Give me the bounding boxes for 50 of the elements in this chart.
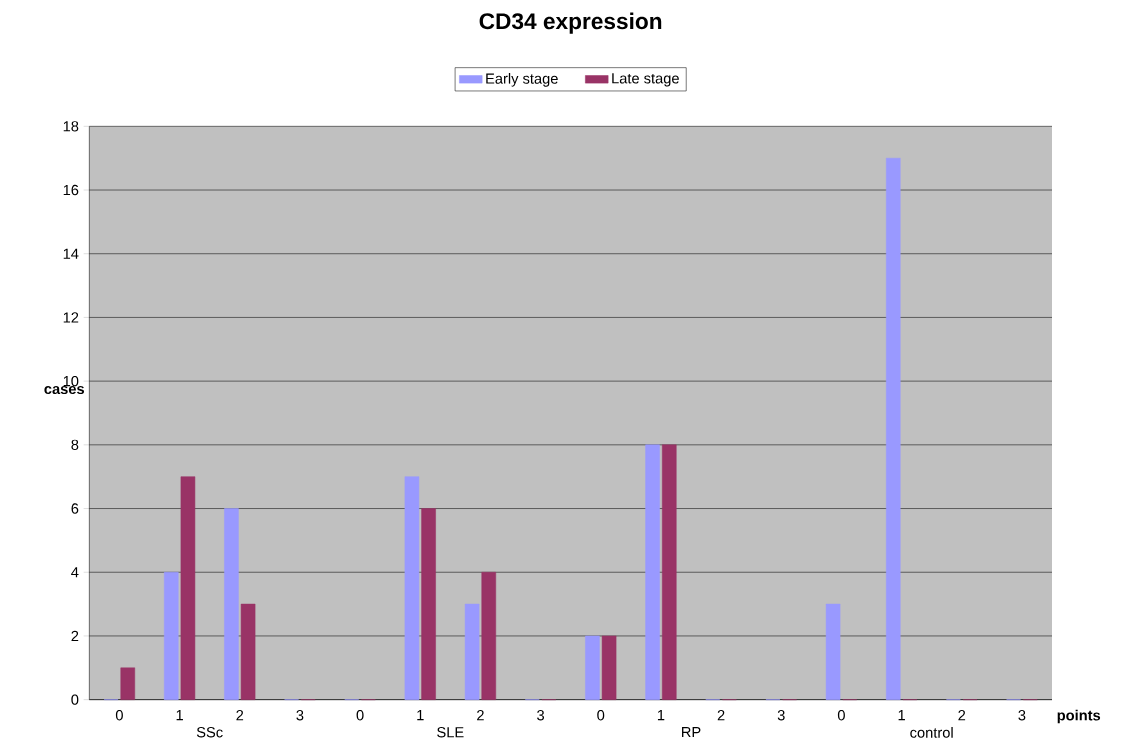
- bar: [661, 444, 677, 700]
- y-tick-label: 8: [71, 439, 79, 451]
- bar: [825, 603, 841, 700]
- bar: [404, 476, 420, 700]
- bar: [163, 571, 179, 700]
- y-tick-label: 14: [63, 248, 79, 259]
- bar: [645, 444, 660, 700]
- x-tick-label: 2: [236, 710, 244, 721]
- bar: [585, 635, 600, 700]
- bar: [481, 571, 497, 700]
- y-tick-label: 6: [71, 503, 79, 514]
- x-tick-label: 0: [356, 710, 364, 721]
- text: RP: [682, 727, 701, 738]
- y-tick-label: 12: [63, 312, 79, 323]
- x-tick-label: 1: [657, 710, 665, 721]
- bar: [120, 667, 136, 700]
- x-tick-label: 3: [1018, 710, 1026, 721]
- bar: [601, 635, 617, 700]
- y-tick-label: 10: [63, 375, 79, 387]
- x-axis-title: points: [1057, 709, 1101, 724]
- x-tick-label: 2: [717, 710, 725, 721]
- y-axis-title: cases: [44, 386, 85, 395]
- bar: [421, 508, 436, 700]
- y-tick-label: 0: [71, 694, 79, 705]
- bar: [180, 476, 196, 700]
- bar: [224, 508, 239, 700]
- text: SSc: [196, 727, 223, 738]
- x-tick-label: 0: [597, 710, 605, 721]
- bar: [240, 603, 256, 700]
- y-tick-label: 18: [63, 121, 79, 132]
- x-tick-label: 3: [777, 710, 785, 721]
- x-tick-label: 2: [477, 710, 484, 721]
- chart-title: CD34 expression: [479, 12, 662, 34]
- x-tick-label: 3: [296, 710, 304, 721]
- text: control: [910, 727, 953, 738]
- x-tick-label: 3: [537, 710, 545, 721]
- bar: [464, 603, 480, 700]
- text: SLE: [437, 727, 464, 738]
- x-tick-label: 2: [958, 710, 966, 721]
- y-tick-label: 2: [71, 630, 79, 642]
- x-tick-label: 0: [115, 710, 123, 721]
- x-tick-label: 0: [837, 710, 845, 721]
- x-tick-label: 1: [176, 710, 183, 721]
- bar: [885, 157, 901, 700]
- legend-label: Early stage: [486, 73, 558, 87]
- x-tick-label: 1: [898, 710, 905, 721]
- y-tick-label: 4: [71, 567, 79, 578]
- legend-label: Late stage: [612, 73, 679, 87]
- y-tick-label: 16: [63, 184, 79, 196]
- x-tick-label: 1: [417, 710, 424, 721]
